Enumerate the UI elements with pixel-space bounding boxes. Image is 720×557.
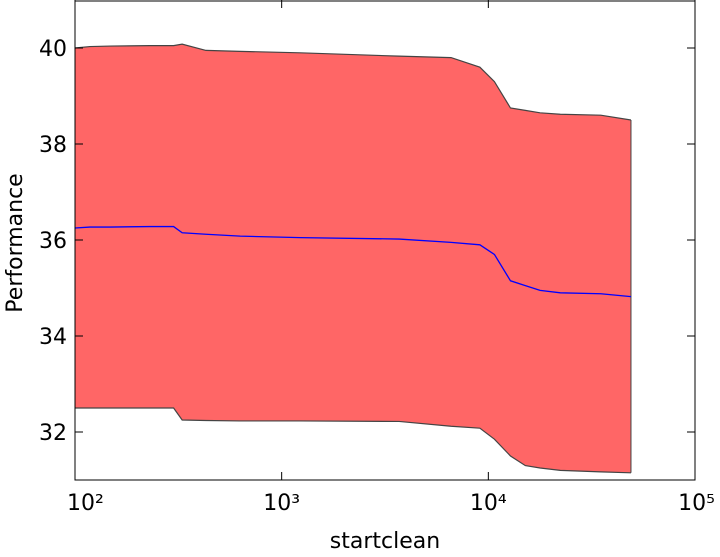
y-tick-label: 32 [39, 421, 67, 446]
y-tick-label: 40 [39, 37, 67, 62]
y-tick-label: 34 [39, 325, 67, 350]
y-tick-label: 36 [39, 229, 67, 254]
band-lower-edge [75, 407, 631, 474]
x-tick-label: 10³ [263, 491, 300, 516]
y-axis-label: Performance [3, 173, 28, 312]
x-tick-label: 10² [67, 491, 104, 516]
band-fill [75, 44, 631, 473]
x-tick-label: 10⁵ [678, 491, 715, 516]
x-axis-label: startclean [330, 529, 440, 554]
x-tick-label: 10⁴ [470, 491, 507, 516]
y-tick-label: 38 [39, 133, 67, 158]
mean-line [74, 225, 632, 298]
band-upper-edge [74, 43, 632, 121]
